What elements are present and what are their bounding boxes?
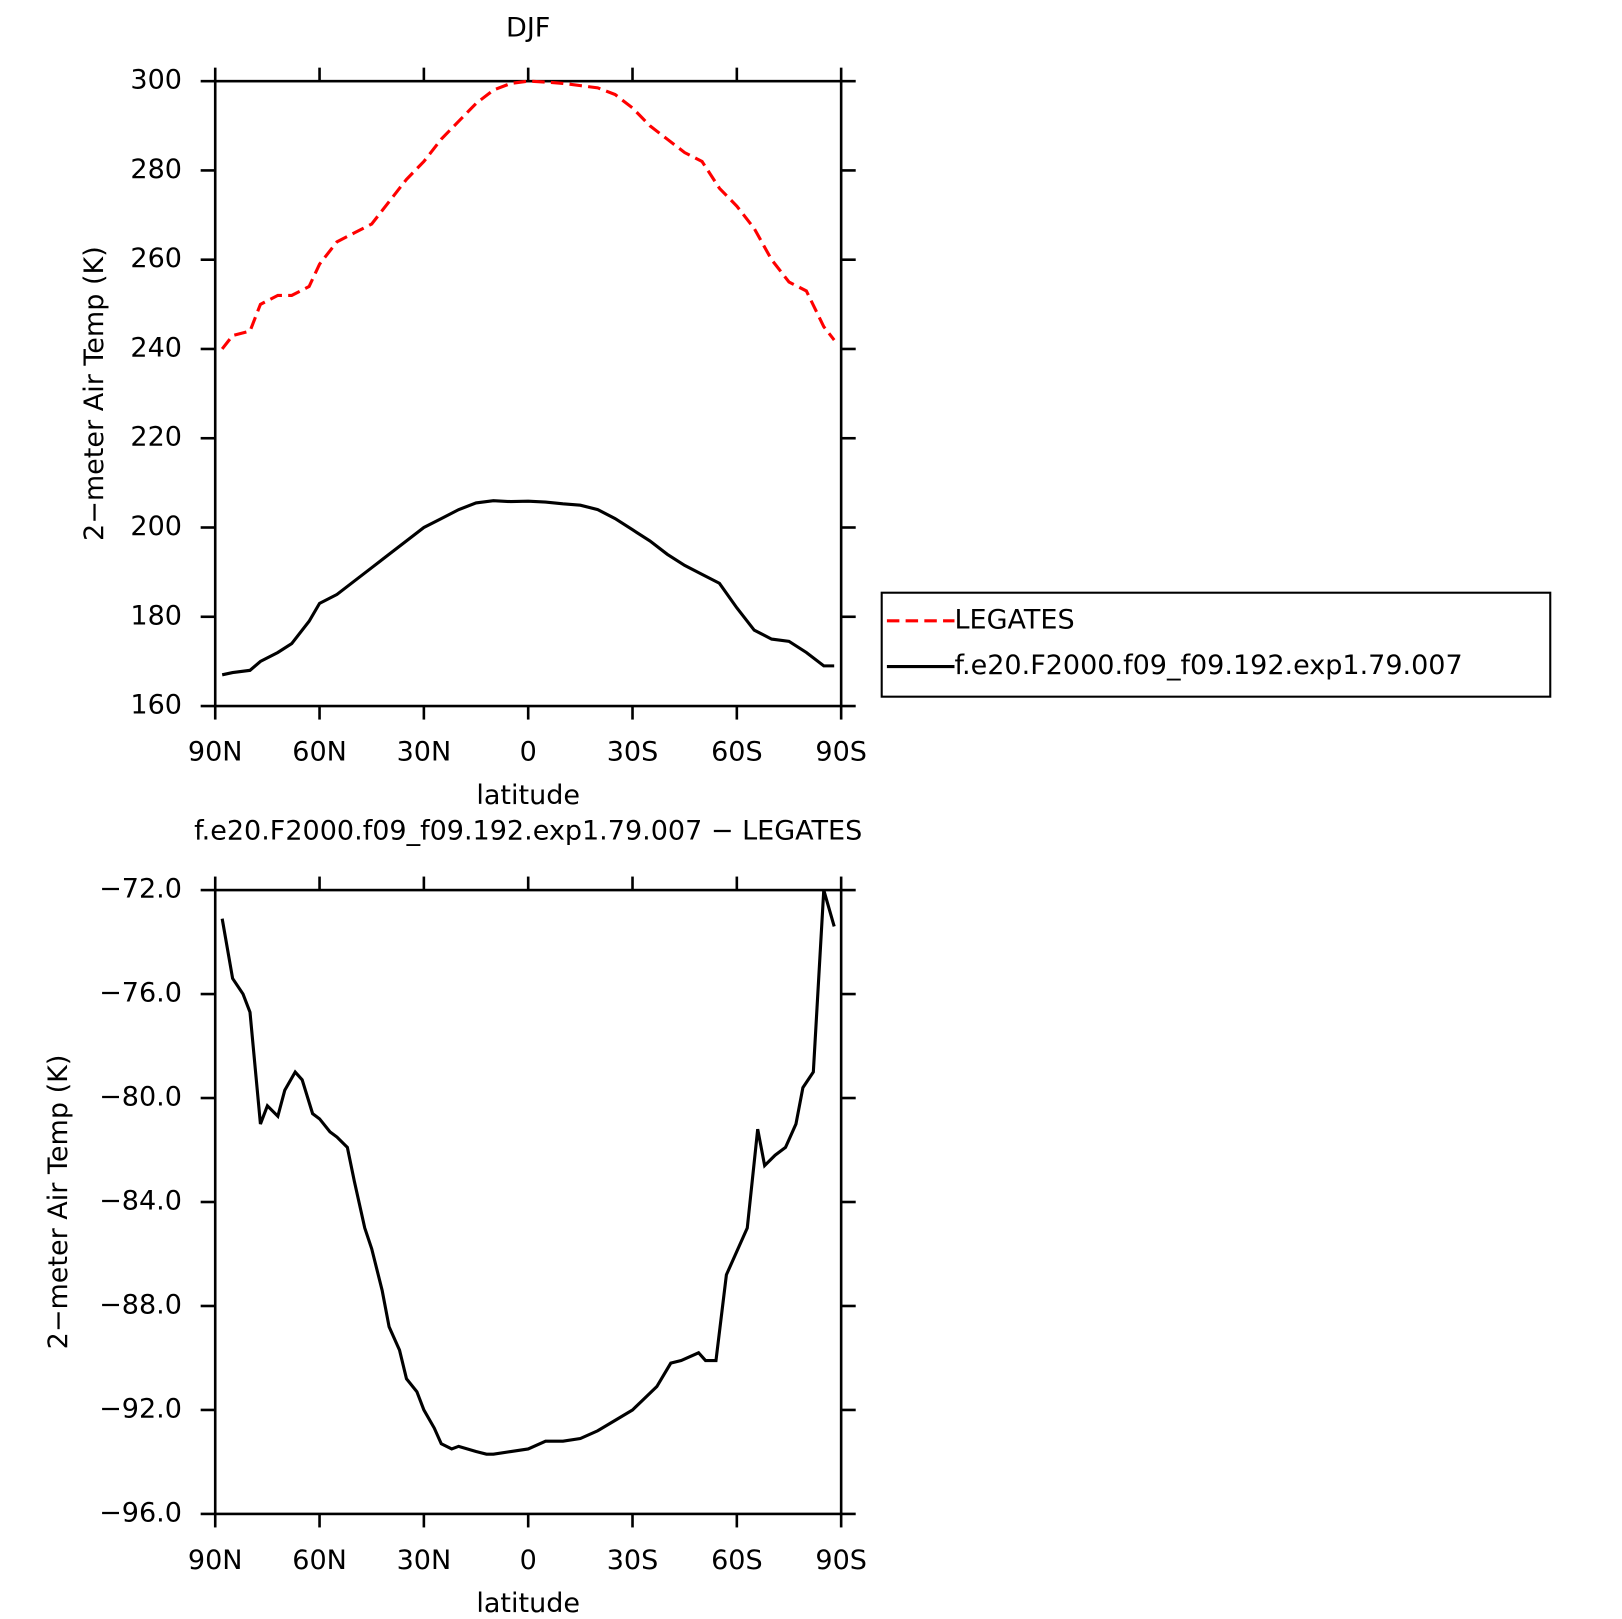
y-tick-label: 240 (130, 332, 182, 363)
y-tick-label: 160 (130, 690, 182, 721)
y-tick-label: 260 (130, 243, 182, 274)
x-tick-label: 30S (607, 736, 659, 767)
x-tick-label: 60N (292, 1545, 347, 1576)
legend-box (880, 591, 1552, 698)
x-tick-label: 60S (711, 736, 763, 767)
x-axis-label: latitude (476, 780, 580, 811)
plot-frame (213, 79, 843, 708)
data-line (221, 499, 835, 677)
data-line (220, 889, 836, 1456)
y-tick-label: −80.0 (99, 1082, 182, 1113)
y-tick-label: 220 (130, 422, 182, 453)
y-tick-label: −96.0 (99, 1497, 182, 1528)
x-tick-label: 90N (188, 736, 243, 767)
y-tick-label: 200 (130, 511, 182, 542)
y-axis-label: 2−meter Air Temp (K) (43, 1055, 74, 1350)
y-axis-label: 2−meter Air Temp (K) (79, 246, 110, 541)
chart-title: DJF (506, 13, 550, 44)
x-tick-label: 0 (520, 1545, 537, 1576)
y-tick-label: 300 (130, 65, 182, 96)
y-tick-label: −72.0 (99, 874, 182, 905)
x-tick-label: 0 (520, 736, 537, 767)
x-tick-label: 90S (815, 1545, 867, 1576)
y-tick-label: −76.0 (99, 978, 182, 1009)
y-tick-label: 280 (130, 154, 182, 185)
plot-frame (213, 888, 843, 1516)
data-line (220, 79, 836, 350)
legend-label: LEGATES (954, 604, 1074, 635)
x-tick-label: 30S (607, 1545, 659, 1576)
y-tick-label: −92.0 (99, 1393, 182, 1424)
x-tick-label: 60N (292, 736, 347, 767)
chart-title: f.e20.F2000.f09_f09.192.exp1.79.007 − LE… (194, 815, 862, 846)
y-tick-label: 180 (130, 600, 182, 631)
x-tick-label: 60S (711, 1545, 763, 1576)
y-tick-label: −84.0 (99, 1186, 182, 1217)
legend-label: f.e20.F2000.f09_f09.192.exp1.79.007 (954, 650, 1462, 681)
y-tick-label: −88.0 (99, 1289, 182, 1320)
x-tick-label: 90N (188, 1545, 243, 1576)
x-axis-label: latitude (476, 1588, 580, 1619)
x-tick-label: 30N (397, 1545, 452, 1576)
x-tick-label: 90S (815, 736, 867, 767)
x-tick-label: 30N (397, 736, 452, 767)
